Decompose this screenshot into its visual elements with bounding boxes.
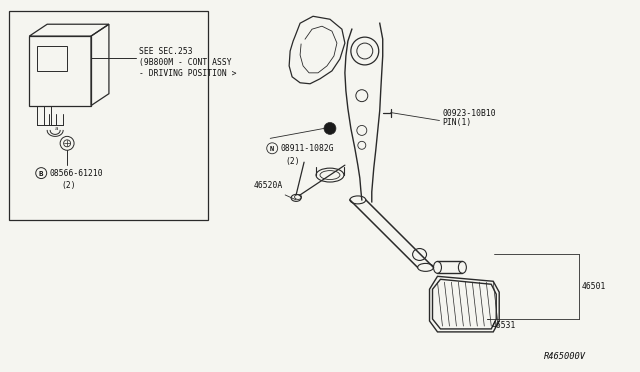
Text: SEE SEC.253: SEE SEC.253 — [139, 47, 193, 56]
Text: 46501: 46501 — [582, 282, 606, 291]
Text: 46531: 46531 — [492, 321, 516, 330]
Text: 08911-1082G: 08911-1082G — [280, 144, 334, 153]
Circle shape — [324, 122, 336, 134]
Text: (2): (2) — [285, 157, 300, 166]
Text: R465000V: R465000V — [544, 352, 586, 361]
Text: PIN(1): PIN(1) — [442, 118, 472, 128]
Text: 08566-61210: 08566-61210 — [49, 169, 103, 177]
Text: a: a — [54, 126, 58, 131]
Text: 00923-10B10: 00923-10B10 — [442, 109, 496, 118]
Text: (9B800M - CONT ASSY: (9B800M - CONT ASSY — [139, 58, 232, 67]
Text: - DRIVING POSITION >: - DRIVING POSITION > — [139, 69, 236, 78]
Text: (2): (2) — [61, 180, 76, 189]
Text: N: N — [270, 146, 275, 152]
Text: B: B — [39, 171, 44, 177]
Text: 46520A: 46520A — [253, 180, 282, 189]
